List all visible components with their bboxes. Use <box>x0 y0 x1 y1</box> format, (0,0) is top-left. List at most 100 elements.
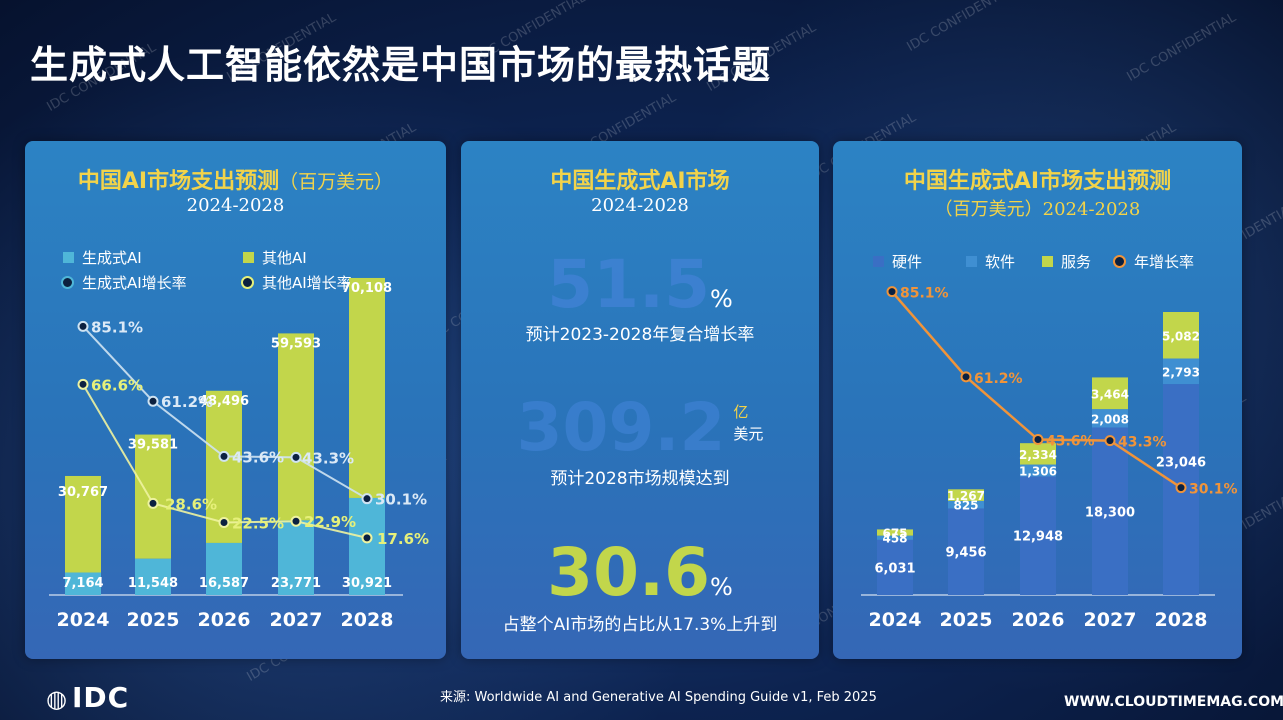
panel3-title: 中国生成式AI市场支出预测 <box>903 169 1172 194</box>
bar-genai <box>278 520 314 595</box>
other-rate-label: 17.6% <box>377 530 429 548</box>
legend-software: 软件 <box>966 251 1015 272</box>
stat1-desc: 预计2023-2028年复合增长率 <box>525 325 755 345</box>
stat3: 30.6% <box>461 534 819 611</box>
bar-software <box>877 535 913 540</box>
services-value-label: 1,267 <box>947 489 985 503</box>
genai-rate-point <box>77 320 89 332</box>
genai-value-label: 16,587 <box>199 576 249 591</box>
bar-software <box>948 500 984 509</box>
stat2-value: 309.2 <box>516 389 726 466</box>
legend-genai: 生成式AI <box>63 247 142 268</box>
services-value-label: 3,464 <box>1091 387 1129 401</box>
site-url: WWW.CLOUDTIMEMAG.COM <box>1064 694 1283 710</box>
rate-label: 30.1% <box>1189 482 1238 498</box>
source-note: 来源: Worldwide AI and Generative AI Spend… <box>440 690 877 705</box>
other-rate-point <box>361 532 373 544</box>
hardware-value-label: 12,948 <box>1013 530 1063 545</box>
other-ai-value-label: 70,108 <box>342 281 392 296</box>
bar-genai <box>349 497 385 595</box>
stat2-unit: 亿美元 <box>733 401 763 445</box>
legend-software-label: 软件 <box>985 253 1016 271</box>
rate-point <box>1175 482 1187 494</box>
stat2: 309.2 亿美元 <box>461 389 819 466</box>
legend-services-label: 服务 <box>1061 253 1092 271</box>
services-value-label: 5,082 <box>1162 329 1200 343</box>
rate-point <box>1104 435 1116 447</box>
stat2-unit-top: 亿 <box>733 403 749 421</box>
x-tick-label: 2028 <box>1155 609 1208 631</box>
legend-dot-other-rate <box>241 276 254 289</box>
other-rate-point <box>290 515 302 527</box>
bar-genai <box>206 542 242 595</box>
software-value-label: 2,793 <box>1162 365 1200 379</box>
x-tick-label: 2026 <box>1012 609 1065 631</box>
panel1-years: 2024-2028 <box>186 195 285 216</box>
x-tick-label: 2026 <box>198 609 251 631</box>
software-value-label: 2,008 <box>1091 412 1129 426</box>
stat3-unit: % <box>710 573 733 601</box>
legend-swatch-hardware <box>873 256 884 267</box>
bar-other-ai <box>349 277 385 498</box>
legend-other-rate: 其他AI增长率 <box>241 272 352 293</box>
genai-rate-label: 43.6% <box>232 448 284 466</box>
stat2-unit-bottom: 美元 <box>733 425 764 443</box>
bar-software <box>1020 464 1056 477</box>
genai-value-label: 7,164 <box>62 576 103 591</box>
globe-icon: ◍ <box>46 685 68 713</box>
idc-logo: ◍ IDC <box>46 681 129 714</box>
other-rate-point <box>147 497 159 509</box>
genai-rate-label: 85.1% <box>91 318 143 336</box>
other-rate-label: 22.5% <box>232 515 284 533</box>
bar-hardware <box>1092 427 1128 595</box>
legend-other-label: 其他AI <box>262 249 307 267</box>
legend-swatch-services <box>1042 256 1053 267</box>
other-ai-value-label: 30,767 <box>58 485 108 500</box>
other-rate-point <box>77 378 89 390</box>
x-tick-label: 2028 <box>341 609 394 631</box>
legend-services: 服务 <box>1042 251 1091 272</box>
other-rate-point <box>218 517 230 528</box>
services-value-label: 2,334 <box>1019 448 1057 462</box>
bar-software <box>1163 358 1199 385</box>
legend-genai-rate: 生成式AI增长率 <box>61 272 187 293</box>
stat3-value: 30.6 <box>547 534 711 611</box>
hardware-value-label: 23,046 <box>1156 456 1206 471</box>
rate-point <box>886 286 898 298</box>
hardware-value-label: 9,456 <box>945 546 986 561</box>
bar-services <box>1020 443 1056 465</box>
legend-other-rate-label: 其他AI增长率 <box>262 274 352 292</box>
other-ai-value-label: 48,496 <box>199 394 249 409</box>
genai-rate-point <box>290 451 302 463</box>
other-rate-label: 28.6% <box>165 495 217 513</box>
bar-other-ai <box>278 333 314 521</box>
stat3-desc: 占整个AI市场的占比从17.3%上升到 <box>502 615 778 635</box>
rate-label: 43.3% <box>1118 435 1167 451</box>
chart-ai-spending: 7,164 30,767 2024 11,548 39,581 2025 16,587 48,… <box>49 277 429 631</box>
genai-value-label: 23,771 <box>271 576 321 591</box>
other-rate-label: 22.9% <box>304 513 356 531</box>
legend-hardware-label: 硬件 <box>892 253 923 271</box>
other-ai-value-label: 59,593 <box>271 336 321 351</box>
bar-hardware <box>948 508 984 595</box>
legend-dot-genai-rate <box>61 276 74 289</box>
software-value-label: 1,306 <box>1019 465 1057 479</box>
panel3-subtitle: （百万美元）2024-2028 <box>934 199 1141 220</box>
bar-hardware <box>1020 476 1056 595</box>
services-value-label: 675 <box>882 527 907 541</box>
other-ai-value-label: 39,581 <box>128 438 178 453</box>
rate-point <box>1032 434 1044 446</box>
rate-label: 43.6% <box>1046 434 1095 450</box>
genai-rate-point <box>218 450 230 462</box>
other-rate-label: 66.6% <box>91 376 143 394</box>
hardware-value-label: 18,300 <box>1085 505 1135 520</box>
legend-swatch-other <box>243 252 254 263</box>
bar-hardware <box>877 539 913 595</box>
legend-rate-label: 年增长率 <box>1134 253 1195 271</box>
legend-genai-label: 生成式AI <box>82 249 142 267</box>
stat1-value: 51.5 <box>547 246 711 323</box>
panel1-unit: （百万美元） <box>279 171 394 193</box>
x-tick-label: 2027 <box>270 609 323 631</box>
bar-services <box>1092 377 1128 410</box>
